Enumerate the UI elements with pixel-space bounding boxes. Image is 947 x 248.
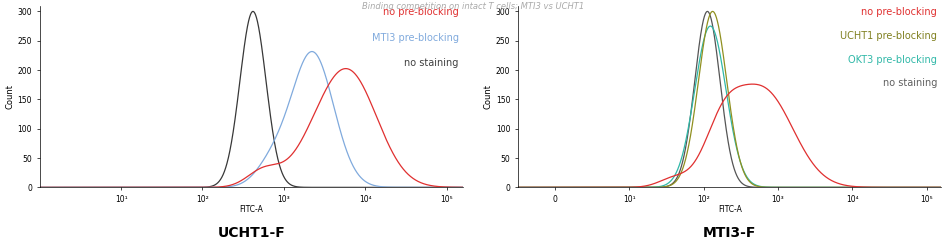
Text: no staining: no staining (404, 58, 459, 68)
Y-axis label: Count: Count (6, 84, 14, 109)
Text: OKT3 pre-blocking: OKT3 pre-blocking (849, 55, 938, 65)
X-axis label: FITC-A: FITC-A (718, 205, 742, 214)
X-axis label: FITC-A: FITC-A (240, 205, 263, 214)
Y-axis label: Count: Count (484, 84, 493, 109)
Text: Binding competition on intact T cells; MTI3 vs UCHT1: Binding competition on intact T cells; M… (363, 2, 584, 11)
Text: no pre-blocking: no pre-blocking (862, 7, 938, 17)
Text: MTI3 pre-blocking: MTI3 pre-blocking (372, 33, 459, 43)
Text: no staining: no staining (883, 78, 938, 88)
Text: no pre-blocking: no pre-blocking (384, 7, 459, 17)
Text: UCHT1 pre-blocking: UCHT1 pre-blocking (840, 31, 938, 41)
Title: MTI3-F: MTI3-F (703, 226, 757, 240)
Title: UCHT1-F: UCHT1-F (218, 226, 285, 240)
